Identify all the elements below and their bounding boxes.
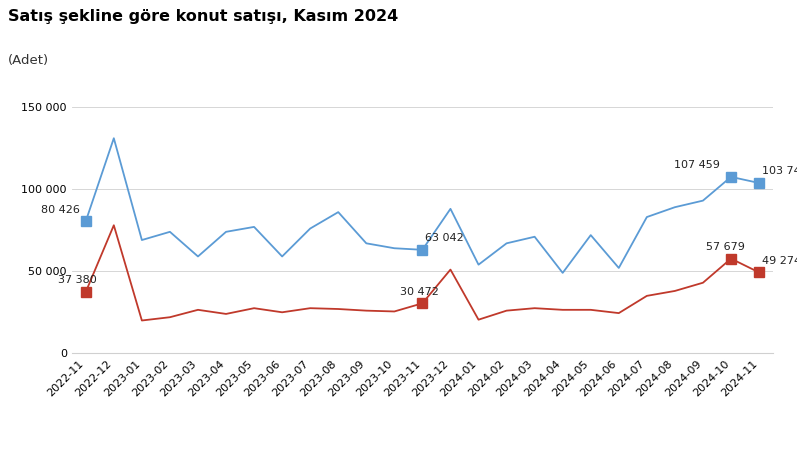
Text: 107 459: 107 459	[674, 160, 720, 170]
Text: (Adet): (Adet)	[8, 54, 49, 67]
Text: 57 679: 57 679	[706, 242, 745, 252]
Text: 49 274: 49 274	[762, 256, 797, 266]
Text: 80 426: 80 426	[41, 205, 80, 215]
Text: 30 472: 30 472	[400, 287, 439, 297]
Text: 37 380: 37 380	[58, 275, 96, 285]
Text: Satış şekline göre konut satışı, Kasım 2024: Satış şekline göre konut satışı, Kasım 2…	[8, 9, 398, 24]
Text: 63 042: 63 042	[426, 233, 464, 243]
Text: 103 740: 103 740	[762, 166, 797, 176]
